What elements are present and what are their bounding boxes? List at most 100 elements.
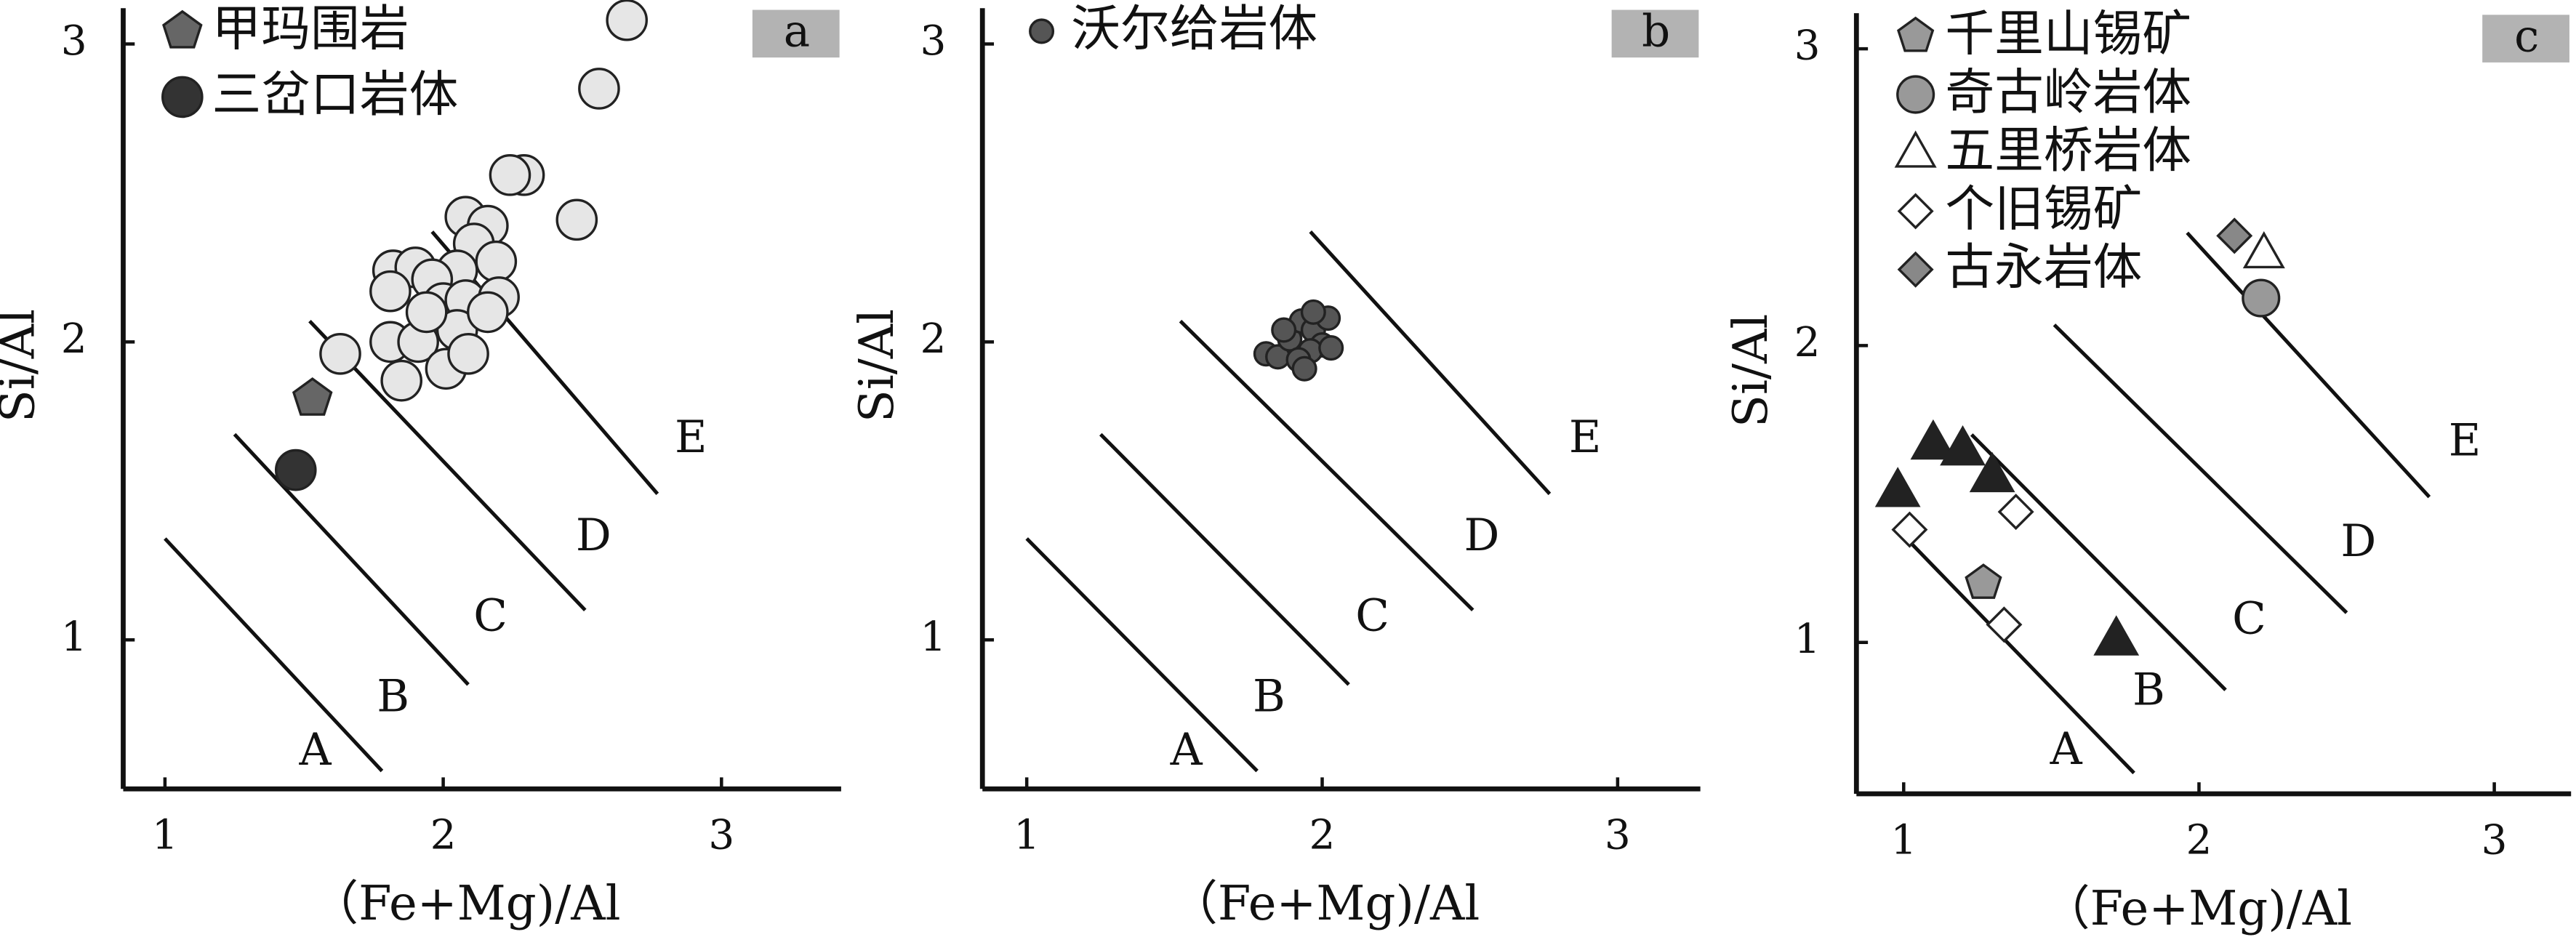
data-point — [369, 270, 412, 313]
field-label: C — [473, 590, 507, 642]
x-tick-label: 1 — [1014, 812, 1040, 859]
legend-marker — [1029, 18, 1055, 44]
data-point — [1910, 419, 1957, 460]
field-boundary — [1902, 534, 2135, 775]
legend-label: 古永岩体 — [1945, 238, 2142, 296]
data-point — [467, 291, 509, 334]
data-point — [606, 0, 649, 41]
data-point — [475, 240, 518, 283]
x-axis-label: （Fe+Mg)/Al — [1170, 876, 1480, 931]
data-point — [1300, 299, 1326, 325]
field-boundary — [1179, 319, 1474, 612]
x-tick-label: 3 — [708, 812, 734, 859]
x-tick-label: 3 — [1605, 812, 1631, 859]
panel-label-box — [1611, 9, 1699, 58]
panel-label: a — [784, 6, 810, 57]
data-point — [405, 291, 448, 334]
field-boundary — [1099, 433, 1350, 686]
data-point — [1965, 563, 2002, 599]
field-boundary — [308, 319, 587, 611]
panel-label: b — [1642, 6, 1670, 57]
legend-marker — [162, 9, 203, 49]
data-point — [1997, 494, 2034, 531]
data-point — [1318, 335, 1344, 361]
field-boundary — [2053, 323, 2348, 614]
data-point — [292, 377, 333, 416]
legend-label: 千里山锡矿 — [1945, 4, 2191, 62]
y-tick-label: 1 — [1794, 616, 1821, 663]
data-point — [2242, 231, 2285, 269]
x-axis-label: （Fe+Mg)/Al — [311, 876, 621, 931]
data-point — [2093, 615, 2140, 656]
legend-label: 个旧锡矿 — [1945, 180, 2142, 237]
legend-label: 五里桥岩体 — [1945, 121, 2191, 179]
field-boundary — [2186, 231, 2431, 499]
y-tick-label: 3 — [1794, 23, 1821, 70]
y-axis-label: Si/Al — [0, 309, 45, 422]
y-axis-label: Si/Al — [849, 309, 904, 422]
panel-label-box — [2482, 15, 2569, 63]
data-point — [1874, 467, 1921, 507]
field-label: C — [1355, 590, 1389, 642]
x-tick-label: 2 — [2186, 816, 2212, 864]
legend-label: 奇古岭岩体 — [1945, 63, 2191, 121]
field-label: D — [2340, 515, 2376, 567]
legend-label: 沃尔给岩体 — [1071, 0, 1317, 57]
field-boundary — [1970, 433, 2227, 691]
field-label: B — [377, 670, 409, 722]
y-tick-label: 3 — [920, 17, 947, 65]
field-label: C — [2232, 592, 2266, 644]
x-tick-label: 1 — [1890, 816, 1917, 864]
panel-label-box — [752, 9, 840, 58]
data-point — [1969, 451, 2015, 493]
data-point — [2242, 278, 2281, 318]
field-label: B — [2132, 664, 2165, 715]
field-boundary — [1309, 230, 1552, 496]
legend-marker — [1894, 130, 1937, 168]
legend-marker — [161, 76, 204, 118]
data-point — [578, 68, 620, 110]
field-boundary — [1025, 537, 1259, 773]
field-label: E — [2449, 414, 2481, 466]
data-point — [1940, 425, 1986, 466]
data-point — [1291, 355, 1317, 382]
panel-label: c — [2514, 10, 2539, 62]
y-tick-label: 2 — [1794, 319, 1821, 366]
y-tick-label: 1 — [920, 614, 947, 661]
legend-label: 三岔口岩体 — [212, 65, 458, 123]
data-point — [319, 332, 361, 375]
data-point — [1891, 511, 1928, 548]
x-axis-label: （Fe+Mg)/Al — [2042, 881, 2352, 936]
data-point — [555, 198, 598, 241]
y-tick-label: 1 — [61, 614, 87, 661]
field-label: D — [576, 510, 611, 561]
field-label: A — [299, 724, 332, 776]
field-label: E — [675, 411, 707, 463]
legend-marker — [1896, 75, 1935, 114]
x-tick-label: 1 — [152, 812, 178, 859]
data-point — [380, 359, 423, 402]
x-tick-label: 3 — [2481, 816, 2508, 864]
data-point — [274, 449, 317, 491]
x-tick-label: 2 — [430, 812, 457, 859]
field-label: D — [1464, 510, 1499, 561]
legend-label: 甲玛围岩 — [212, 0, 409, 57]
data-point — [447, 332, 489, 375]
data-point — [489, 154, 531, 196]
y-tick-label: 3 — [61, 17, 87, 65]
data-point — [1271, 317, 1297, 343]
x-tick-label: 2 — [1309, 812, 1336, 859]
field-label: A — [2050, 723, 2083, 775]
y-tick-label: 2 — [920, 315, 947, 363]
field-label: B — [1253, 670, 1285, 722]
field-boundary — [233, 433, 470, 686]
field-boundary — [164, 537, 384, 773]
field-label: A — [1170, 724, 1203, 776]
legend-marker — [1897, 193, 1934, 230]
data-point — [1986, 606, 2023, 643]
legend-marker — [1897, 16, 1935, 52]
y-tick-label: 2 — [61, 315, 87, 363]
y-axis-label: Si/Al — [1723, 314, 1778, 427]
legend-marker — [1897, 251, 1934, 288]
